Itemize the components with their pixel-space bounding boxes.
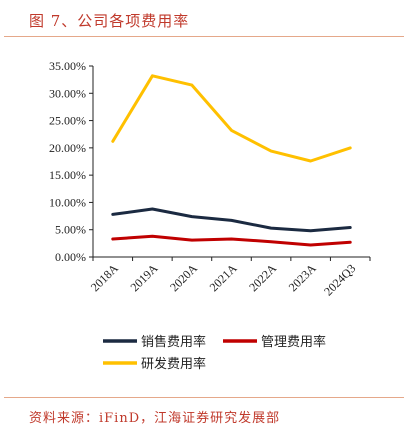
source-note: 资料来源：iFinD，江海证券研究发展部	[29, 411, 281, 426]
expense-ratio-chart: 0.00% 5.00% 10.00% 15.00% 20.00% 25.00% 30.00%…	[49, 59, 371, 372]
x-tick-label: 2020A	[167, 261, 200, 294]
axes: 0.00% 5.00% 10.00% 15.00% 20.00% 25.00% 30.00%…	[49, 59, 371, 298]
y-tick-label: 0.00%	[55, 250, 86, 264]
series-line-0	[111, 207, 352, 233]
series-line-1	[111, 234, 352, 247]
legend-label: 销售费用率	[141, 334, 206, 350]
x-tick-label: 2023A	[286, 261, 319, 294]
bottom-rule	[4, 397, 404, 398]
x-tick-label: 2019A	[127, 261, 160, 294]
x-tick-label: 2018A	[88, 261, 121, 294]
y-tick-label: 10.00%	[49, 195, 86, 209]
top-rule	[4, 36, 404, 37]
y-tick-label: 30.00%	[49, 86, 86, 100]
series-lines	[111, 74, 352, 247]
y-tick-label: 5.00%	[55, 223, 86, 237]
y-tick-label: 25.00%	[49, 114, 86, 128]
x-tick-label: 2022A	[246, 261, 279, 294]
x-tick-label: 2024Q3	[321, 261, 358, 298]
legend-label: 管理费用率	[261, 334, 326, 350]
y-tick-label: 20.00%	[49, 141, 86, 155]
y-tick-label: 15.00%	[49, 168, 86, 182]
x-tick-label: 2021A	[207, 261, 240, 294]
series-line-2	[111, 74, 352, 163]
figure-title: 图 7、公司各项费用率	[29, 12, 190, 30]
legend-label: 研发费用率	[141, 356, 206, 372]
y-tick-label: 35.00%	[49, 59, 86, 73]
